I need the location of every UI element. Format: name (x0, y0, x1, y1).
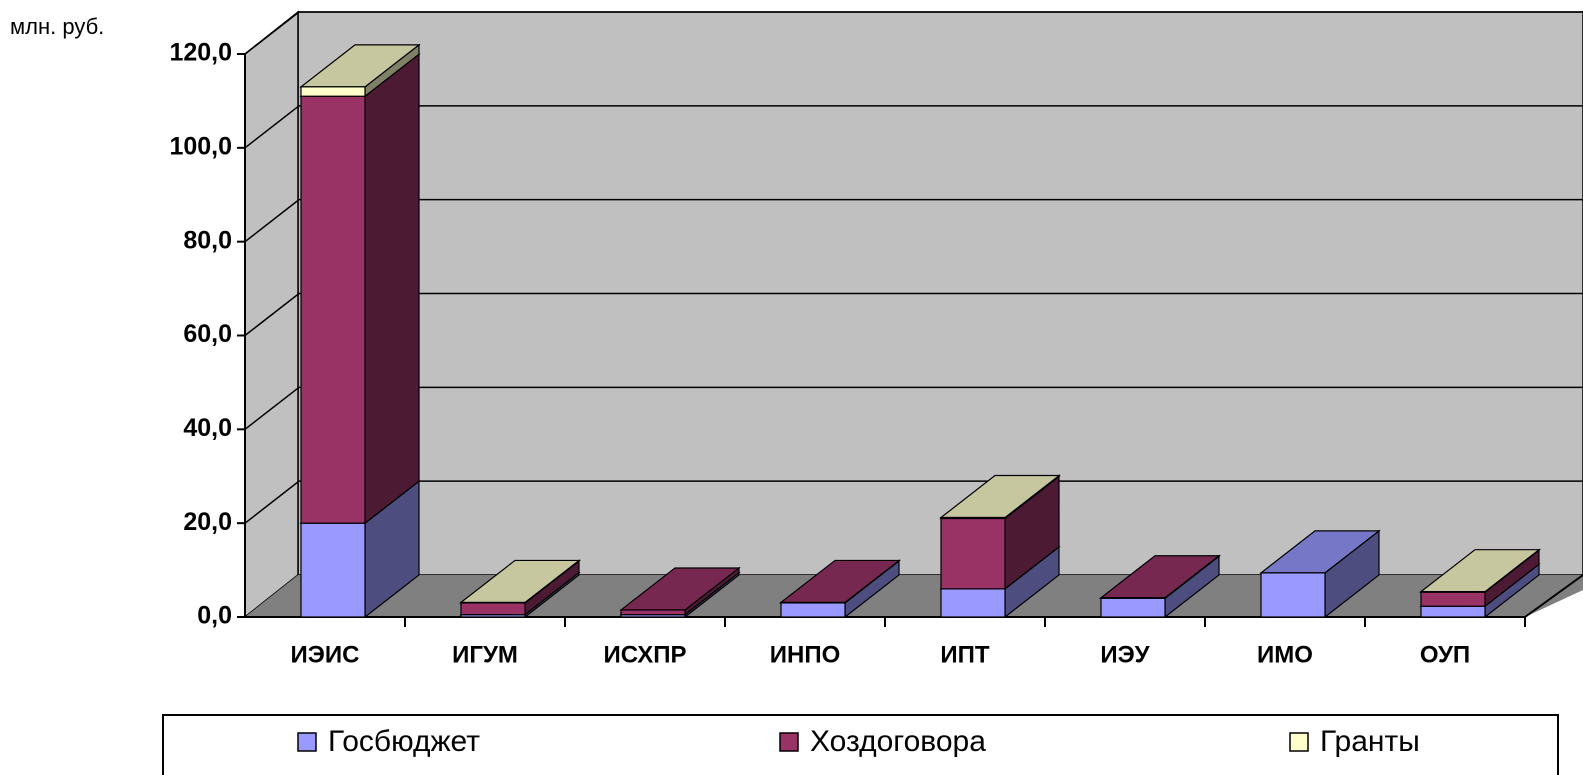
x-tick-label: ИЭИС (291, 641, 360, 668)
bar-front (940, 588, 1006, 618)
bar-segment (459, 559, 581, 605)
grid-line (244, 292, 1583, 337)
bar-segment (299, 43, 421, 98)
legend-swatch (297, 732, 317, 752)
bar-front (780, 602, 846, 618)
legend-label: Хоздоговора (810, 725, 986, 758)
x-tick-label: ИЭУ (1100, 641, 1150, 668)
x-tick-label: ИМО (1257, 641, 1313, 668)
grid-line (244, 105, 1583, 149)
bar-segment (939, 474, 1061, 520)
y-tick-label: 20,0 (183, 508, 232, 536)
bar-side (364, 52, 420, 525)
bar-segment (1099, 554, 1221, 600)
x-tick-label: ИПТ (940, 641, 990, 668)
y-tick-label: 40,0 (183, 414, 232, 442)
grid-line (244, 480, 1583, 524)
bar-front (940, 517, 1006, 590)
y-tick-label: 100,0 (169, 132, 232, 160)
bar-segment (1259, 529, 1381, 619)
y-tick-label: 0,0 (197, 602, 232, 630)
bar-front (1260, 572, 1326, 618)
bar-front (460, 602, 526, 616)
y-axis-label: млн. руб. (10, 14, 104, 39)
legend-label: Госбюджет (328, 725, 480, 758)
legend-label: Гранты (1320, 725, 1420, 758)
grid-line (244, 11, 1583, 55)
y-tick-label: 80,0 (183, 226, 232, 254)
bar-front (1420, 605, 1486, 618)
bar-front (940, 516, 1006, 520)
bar-segment (619, 566, 741, 616)
bar-front (300, 522, 366, 618)
x-tick-label: ИГУМ (452, 641, 518, 668)
x-tick-label: ИСХПР (604, 641, 687, 668)
legend (162, 714, 1559, 775)
grid (244, 11, 1583, 524)
bar-segment (299, 52, 421, 525)
bars (299, 43, 1541, 619)
x-tick-label: ОУП (1420, 641, 1470, 668)
y-tick-label: 120,0 (169, 39, 232, 67)
x-tick-label: ИНПО (770, 641, 841, 668)
grid-line (244, 386, 1583, 430)
floor-edge (1524, 574, 1583, 618)
bar-front (620, 609, 686, 616)
bar-front (300, 86, 366, 97)
bar-segment (779, 559, 901, 605)
y-tick-label: 60,0 (183, 320, 232, 348)
grid-line (244, 198, 1583, 243)
bar-segment (1419, 548, 1541, 594)
bar-front (300, 95, 366, 524)
floor (245, 575, 1583, 617)
bar-front (1100, 597, 1166, 618)
bar-front (1420, 591, 1486, 607)
legend-swatch (779, 732, 799, 752)
legend-swatch (1289, 732, 1309, 752)
